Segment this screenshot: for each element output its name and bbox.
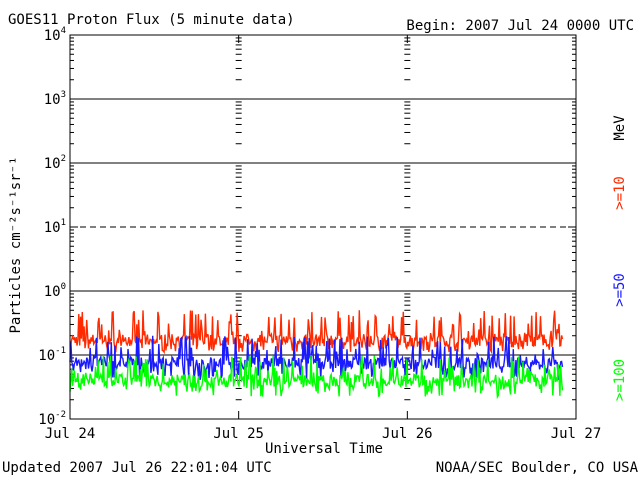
y-tick-label: 103 — [44, 90, 66, 108]
y-tick-label: 10-2 — [38, 410, 66, 428]
y-tick-label: 100 — [44, 282, 66, 300]
x-axis-ticks: Jul 24 Jul 25 Jul 26 Jul 27 — [45, 35, 602, 442]
series-line-2 — [69, 355, 564, 400]
begin-date: Begin: 2007 Jul 24 0000 UTC — [406, 18, 634, 34]
legend-unit: MeV — [612, 115, 628, 141]
plot-border — [69, 34, 577, 420]
x-tick-label: Jul 25 — [213, 426, 264, 442]
y-axis-label: Particles cm⁻²s⁻¹sr⁻¹ — [8, 156, 24, 333]
grid — [70, 34, 576, 420]
credit-text: NOAA/SEC Boulder, CO USA — [436, 460, 639, 476]
y-tick-label: 10-1 — [38, 346, 66, 364]
plot-frame — [69, 34, 577, 420]
legend: MeV >=10 >=50 >=100 — [612, 115, 628, 401]
y-tick-label: 102 — [44, 154, 66, 172]
chart-title: GOES11 Proton Flux (5 minute data) — [8, 12, 295, 28]
y-axis-ticks: 104 103 102 101 100 10-1 10-2 — [38, 26, 66, 428]
x-axis-label: Universal Time — [265, 441, 383, 457]
legend-series-0: >=10 — [612, 176, 628, 210]
legend-series-2: >=100 — [612, 359, 628, 401]
x-tick-label: Jul 24 — [45, 426, 96, 442]
y-tick-label: 101 — [44, 218, 66, 236]
x-tick-label: Jul 26 — [382, 426, 433, 442]
y-tick-label: 104 — [44, 26, 66, 44]
updated-timestamp: Updated 2007 Jul 26 22:01:04 UTC — [2, 460, 272, 476]
legend-series-1: >=50 — [612, 273, 628, 307]
series-layer — [69, 310, 564, 400]
x-tick-label: Jul 27 — [551, 426, 602, 442]
